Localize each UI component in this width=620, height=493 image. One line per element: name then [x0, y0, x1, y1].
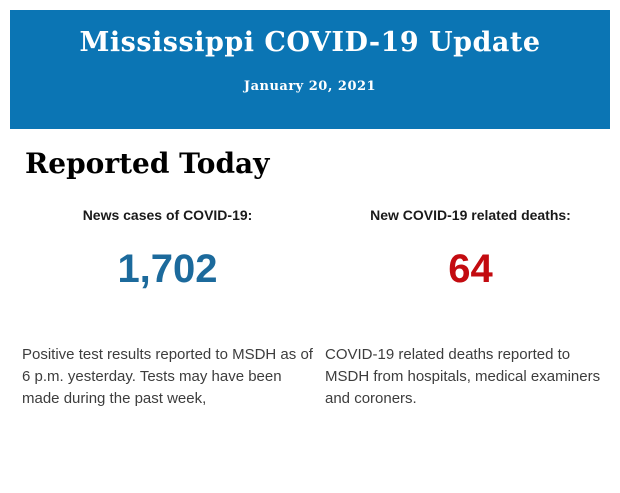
- section-heading: Reported Today: [25, 147, 270, 180]
- covid-update-page: Mississippi COVID-19 Update January 20, …: [0, 10, 620, 493]
- content-area: Reported Today News cases of COVID-19: 1…: [0, 129, 620, 410]
- new-deaths-label: New COVID-19 related deaths:: [370, 207, 571, 223]
- new-deaths-value: 64: [448, 247, 493, 291]
- stats-row: News cases of COVID-19: 1,702 Positive t…: [0, 206, 620, 410]
- new-cases-label: News cases of COVID-19:: [82, 207, 253, 223]
- banner-title: Mississippi COVID-19 Update: [79, 27, 541, 58]
- stat-new-deaths: New COVID-19 related deaths: 64 COVID-19…: [325, 206, 616, 410]
- new-deaths-description: COVID-19 related deaths reported to MSDH…: [325, 346, 601, 407]
- stat-new-cases: News cases of COVID-19: 1,702 Positive t…: [22, 206, 313, 410]
- new-cases-description: Positive test results reported to MSDH a…: [22, 346, 313, 407]
- new-cases-value: 1,702: [117, 247, 218, 291]
- banner: Mississippi COVID-19 Update January 20, …: [10, 10, 610, 129]
- banner-date: January 20, 2021: [243, 79, 377, 94]
